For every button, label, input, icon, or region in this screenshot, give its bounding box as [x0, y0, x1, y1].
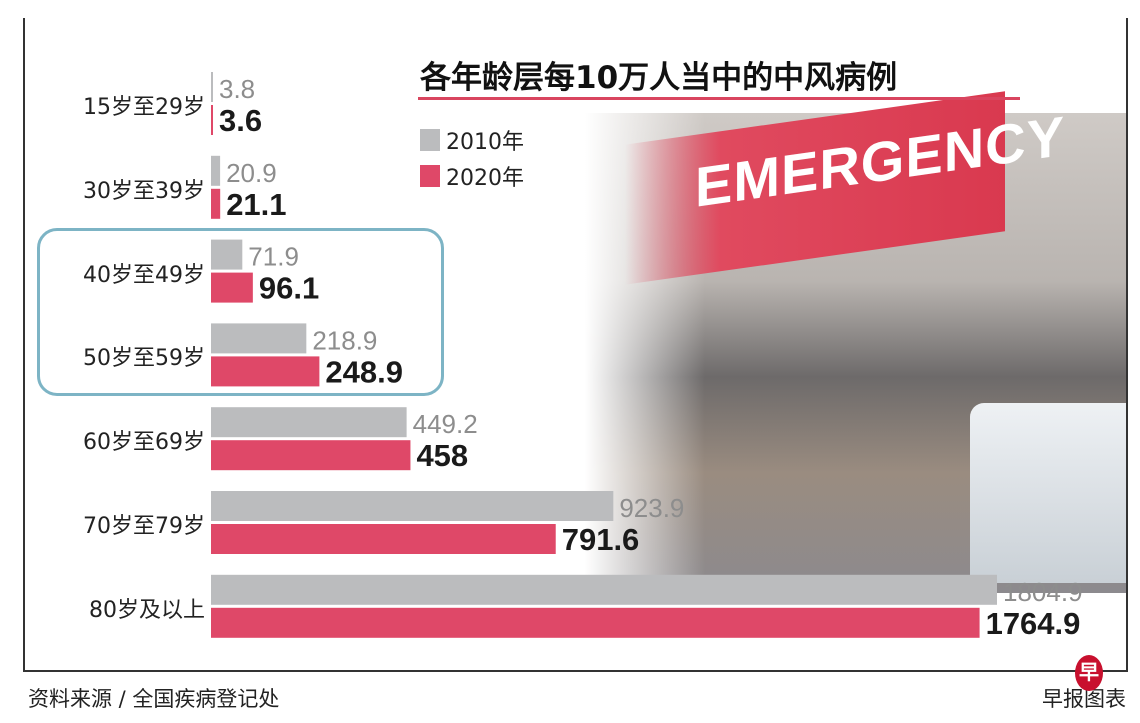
data-label: 20.9: [226, 158, 277, 188]
data-label: 449.2: [413, 409, 478, 439]
data-label: 1764.9: [986, 606, 1081, 641]
ambulance-image: [970, 403, 1126, 583]
bar-2020: [211, 188, 221, 219]
source-note: 资料来源 / 全国疾病登记处: [28, 687, 280, 711]
category-label: 15岁至29岁: [83, 95, 205, 120]
bar-2010: [211, 491, 614, 521]
category-label: 70岁至79岁: [83, 514, 205, 539]
data-label: 218.9: [312, 325, 377, 355]
bar-2010: [211, 155, 221, 186]
legend-swatch: [420, 165, 440, 187]
data-label: 923.9: [619, 493, 684, 523]
zaobao-logo: 早: [1075, 655, 1103, 691]
data-label: 3.6: [219, 103, 262, 138]
title-underline: [418, 97, 1020, 100]
data-label: 1804.9: [1003, 577, 1083, 607]
category-label: 80岁及以上: [89, 597, 205, 623]
legend-swatch: [420, 129, 440, 151]
category-label: 40岁至49岁: [83, 262, 205, 288]
bar-2020: [211, 440, 411, 471]
chart-frame: EMERGENCY: [23, 18, 1128, 672]
data-label: 21.1: [226, 187, 286, 222]
bar-2020: [211, 356, 320, 387]
bar-2020: [211, 607, 980, 638]
data-label: 458: [416, 438, 468, 473]
bar-2010: [211, 574, 997, 605]
data-label: 96.1: [259, 271, 319, 306]
chart-title: 各年龄层每10万人当中的中风病例: [420, 60, 898, 96]
legend-item-2020: 2020年: [420, 160, 524, 192]
highlight-box: [37, 228, 444, 396]
category-label: 50岁至59岁: [83, 346, 205, 372]
brand-label: 早报图表: [1042, 687, 1126, 711]
bar-2020: [211, 272, 253, 303]
bar-2010: [211, 239, 243, 270]
data-label: 791.6: [562, 522, 640, 557]
legend-item-2010: 2010年: [420, 124, 524, 156]
category-label: 30岁至39岁: [83, 178, 205, 204]
data-label: 248.9: [325, 354, 403, 389]
data-label: 71.9: [248, 242, 299, 272]
bar-2020: [211, 524, 556, 554]
data-label: 3.8: [219, 74, 255, 104]
bar-2010: [211, 72, 213, 102]
bar-2010: [211, 407, 407, 438]
bar-2010: [211, 323, 307, 354]
category-label: 60岁至69岁: [83, 430, 205, 456]
bar-2020: [211, 105, 213, 135]
